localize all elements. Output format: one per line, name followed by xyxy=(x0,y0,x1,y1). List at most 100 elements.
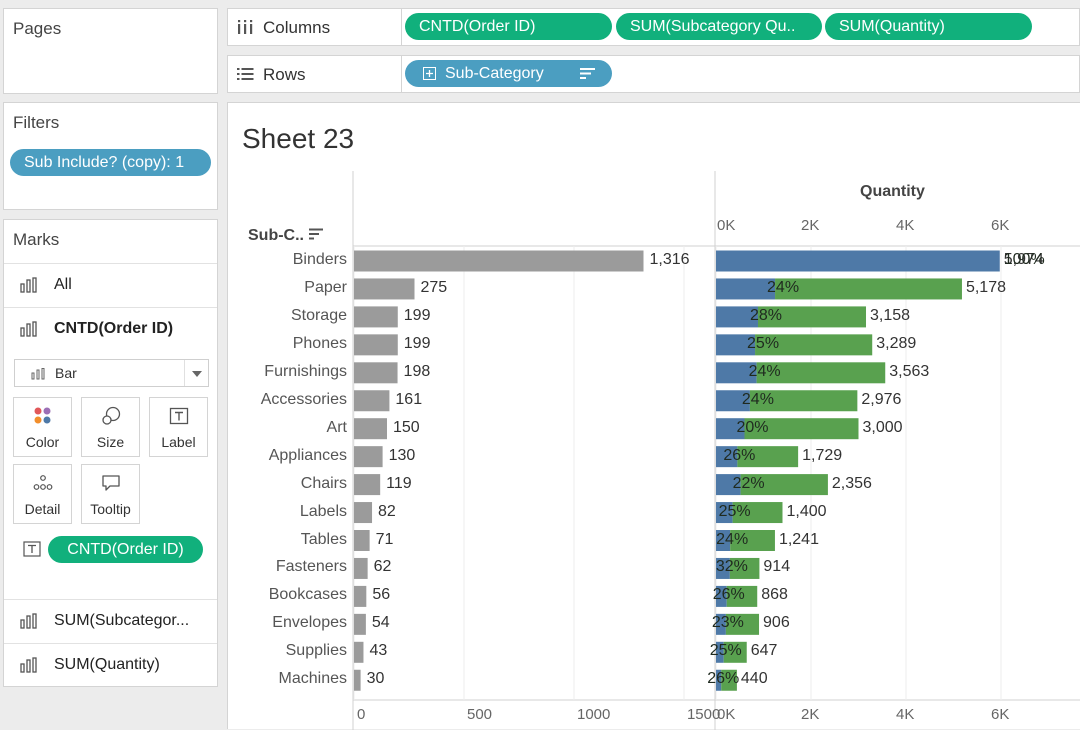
bar-quantity[interactable] xyxy=(723,641,747,663)
bar-subcategory-quantity[interactable] xyxy=(716,530,731,551)
bar-cntd-order-id[interactable] xyxy=(354,306,398,328)
bar-cntd-order-id[interactable] xyxy=(354,502,373,524)
bar-subcategory-quantity[interactable] xyxy=(716,418,745,440)
viz-canvas[interactable] xyxy=(228,103,1080,730)
bar-quantity[interactable] xyxy=(726,585,758,607)
sheet-view[interactable]: Sheet 23 Sub-C.. Quantity 0 500 1000 1500 0K… xyxy=(227,102,1080,730)
bar-quantity[interactable] xyxy=(740,474,828,496)
x-tick-cntd: 500 xyxy=(466,706,493,723)
marks-panel[interactable]: Marks All CNTD(Order ID) Bar xyxy=(3,219,218,687)
bar-percent-label: 25% xyxy=(747,334,780,352)
label-pill-cntd-order-id[interactable]: CNTD(Order ID) xyxy=(48,536,203,563)
bar-quantity[interactable] xyxy=(744,418,859,440)
column-pill-sum-quantity[interactable]: SUM(Quantity) xyxy=(825,13,1032,40)
bar-quantity[interactable] xyxy=(755,334,873,356)
column-pill-cntd-order-id[interactable]: CNTD(Order ID) xyxy=(405,13,612,40)
bar-cntd-order-id[interactable] xyxy=(354,418,387,440)
row-label: Appliances xyxy=(268,446,347,464)
x-tick-quantity-top: 0K xyxy=(717,217,736,234)
bar-cntd-order-id[interactable] xyxy=(354,362,398,384)
columns-shelf-label: Columns xyxy=(228,9,402,45)
sort-descending-icon[interactable] xyxy=(580,67,596,80)
color-button[interactable]: Color xyxy=(13,397,72,457)
bar-value-label-cntd: 199 xyxy=(403,306,431,324)
bar-cntd-order-id[interactable] xyxy=(354,474,381,496)
bar-quantity[interactable] xyxy=(721,669,737,691)
bar-quantity[interactable] xyxy=(729,557,760,579)
text-label-icon xyxy=(169,407,189,425)
bar-quantity[interactable] xyxy=(757,306,867,328)
row-label: Machines xyxy=(278,670,347,688)
rows-shelf[interactable]: Rows Sub-Category xyxy=(227,55,1080,93)
bar-cntd-order-id[interactable] xyxy=(354,585,367,607)
pages-panel[interactable]: Pages xyxy=(3,8,218,94)
bar-quantity[interactable] xyxy=(730,530,775,551)
marks-all-card[interactable]: All xyxy=(4,263,217,307)
bar-value-label-cntd: 71 xyxy=(375,530,394,548)
filters-panel[interactable]: Filters Sub Include? (copy): 1 xyxy=(3,102,218,210)
bar-quantity[interactable] xyxy=(756,362,886,384)
bar-quantity[interactable] xyxy=(732,502,783,524)
bar-subcategory-quantity[interactable] xyxy=(716,390,750,412)
bar-subcategory-quantity[interactable] xyxy=(716,306,758,328)
bar-cntd-order-id[interactable] xyxy=(354,557,368,579)
bar-subcategory-quantity[interactable] xyxy=(716,278,776,300)
marks-all-label: All xyxy=(54,276,72,293)
bar-cntd-order-id[interactable] xyxy=(354,250,644,272)
bar-subcategory-quantity[interactable] xyxy=(716,585,727,607)
bar-value-label-quantity: 3,000 xyxy=(862,418,903,436)
bar-percent-label: 23% xyxy=(711,614,744,632)
bar-quantity[interactable] xyxy=(749,390,858,412)
bar-subcategory-quantity[interactable] xyxy=(716,641,724,663)
bar-cntd-order-id[interactable] xyxy=(354,641,364,663)
size-button[interactable]: Size xyxy=(81,397,140,457)
chevron-down-icon[interactable] xyxy=(184,360,208,386)
bar-quantity[interactable] xyxy=(775,278,962,300)
size-label: Size xyxy=(96,434,125,450)
row-header-sub-category[interactable]: Sub-C.. xyxy=(248,227,304,244)
bar-subcategory-quantity[interactable] xyxy=(716,502,733,524)
bar-value-label-cntd: 82 xyxy=(378,502,396,520)
expand-plus-icon[interactable] xyxy=(423,67,436,80)
bar-subcategory-quantity[interactable] xyxy=(716,250,1000,272)
bar-quantity[interactable] xyxy=(737,446,799,468)
marks-sum-quantity-card[interactable]: SUM(Quantity) xyxy=(4,643,217,687)
bar-subcategory-quantity[interactable] xyxy=(716,362,757,384)
sort-descending-icon[interactable] xyxy=(309,228,323,240)
bar-quantity[interactable] xyxy=(725,613,760,635)
row-pill-sub-category[interactable]: Sub-Category xyxy=(405,60,612,87)
bar-cntd-order-id[interactable] xyxy=(354,278,415,300)
bar-subcategory-quantity[interactable] xyxy=(716,446,738,468)
tooltip-button[interactable]: Tooltip xyxy=(81,464,140,524)
bar-percent-label: 26% xyxy=(712,586,745,604)
bar-value-label-quantity: 2,356 xyxy=(831,474,872,492)
row-label: Paper xyxy=(304,278,347,296)
bar-cntd-order-id[interactable] xyxy=(354,613,366,635)
bar-percent-label: 26% xyxy=(707,670,740,688)
tooltip-icon xyxy=(102,475,120,491)
marks-cntd-card[interactable]: CNTD(Order ID) xyxy=(4,307,217,351)
filter-pill-sub-include[interactable]: Sub Include? (copy): 1 xyxy=(10,149,211,176)
columns-shelf[interactable]: Columns CNTD(Order ID) SUM(Subcategory Q… xyxy=(227,8,1080,46)
bar-subcategory-quantity[interactable] xyxy=(716,669,722,691)
label-button[interactable]: Label xyxy=(149,397,208,457)
detail-button[interactable]: Detail xyxy=(13,464,72,524)
row-pill-label: Sub-Category xyxy=(445,65,544,82)
mark-type-dropdown[interactable]: Bar xyxy=(14,359,209,387)
bar-cntd-order-id[interactable] xyxy=(354,446,383,468)
marks-sum-subcategory-card[interactable]: SUM(Subcategor... xyxy=(4,599,217,643)
bar-value-label-quantity: 2,976 xyxy=(861,390,902,408)
color-icon xyxy=(34,407,51,424)
bar-subcategory-quantity[interactable] xyxy=(716,474,741,496)
bar-cntd-order-id[interactable] xyxy=(354,669,361,691)
x-tick-quantity-top: 2K xyxy=(801,217,820,234)
bar-subcategory-quantity[interactable] xyxy=(716,334,756,356)
bar-percent-label: 20% xyxy=(736,418,769,436)
bar-value-label-quantity: 647 xyxy=(750,642,778,660)
bar-subcategory-quantity[interactable] xyxy=(716,557,730,579)
column-pill-sum-subcategory-quantity[interactable]: SUM(Subcategory Qu.. xyxy=(616,13,822,40)
bar-cntd-order-id[interactable] xyxy=(354,530,370,551)
bar-cntd-order-id[interactable] xyxy=(354,390,390,412)
bar-cntd-order-id[interactable] xyxy=(354,334,398,356)
bar-subcategory-quantity[interactable] xyxy=(716,613,726,635)
